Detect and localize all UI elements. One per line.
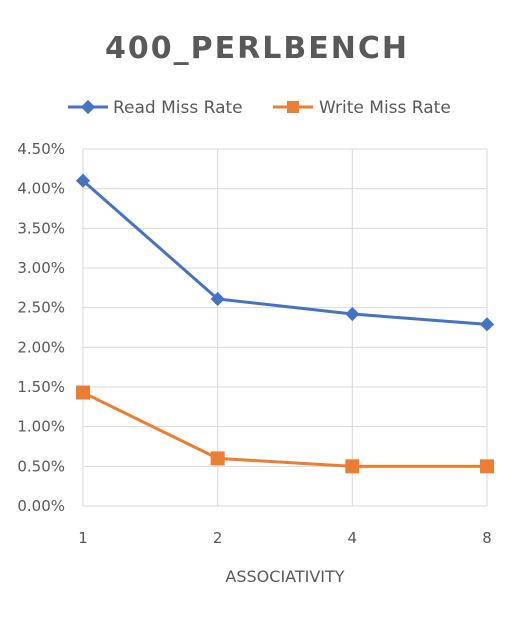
x-axis-tick-labels: 1 2 4 8: [78, 529, 492, 547]
series-line-write-miss-rate: [82, 391, 487, 468]
x-tick-label: 4: [348, 529, 358, 547]
data-point: [76, 385, 90, 400]
data-point: [210, 291, 225, 307]
x-tick-label: 2: [213, 529, 223, 547]
legend-item-read-miss-rate: Read Miss Rate: [68, 98, 243, 118]
series-write-miss-rate: [76, 385, 494, 474]
series-line-read-miss-rate: [82, 179, 488, 326]
y-tick-label: 0.50%: [17, 457, 65, 475]
y-tick-label: 1.50%: [17, 378, 65, 396]
gridlines: [82, 148, 488, 507]
x-tick-label: 1: [78, 529, 88, 547]
legend-label-read-miss-rate: Read Miss Rate: [113, 98, 243, 118]
legend: Read Miss Rate Write Miss Rate: [68, 98, 451, 118]
data-point: [345, 306, 360, 322]
y-tick-label: 1.00%: [17, 418, 65, 436]
y-tick-label: 2.50%: [17, 299, 65, 317]
chart-title: 400_PERLBENCH: [105, 31, 409, 66]
data-point: [480, 459, 494, 474]
y-tick-label: 0.00%: [17, 497, 65, 515]
x-axis-title: ASSOCIATIVITY: [225, 567, 344, 586]
legend-label-write-miss-rate: Write Miss Rate: [319, 98, 451, 118]
y-tick-label: 3.50%: [17, 219, 65, 237]
series: [75, 173, 495, 474]
y-tick-label: 3.00%: [17, 259, 65, 277]
data-point: [479, 317, 495, 332]
legend-item-write-miss-rate: Write Miss Rate: [273, 98, 451, 118]
data-point: [345, 459, 360, 474]
y-tick-label: 4.00%: [17, 180, 65, 198]
y-tick-label: 2.00%: [17, 338, 65, 356]
x-tick-label: 8: [482, 529, 492, 547]
y-axis-tick-labels: 0.00% 0.50% 1.00% 1.50% 2.00% 2.50% 3.00% 3.50%…: [17, 140, 65, 515]
data-point: [210, 451, 225, 466]
y-tick-label: 4.50%: [17, 140, 65, 158]
